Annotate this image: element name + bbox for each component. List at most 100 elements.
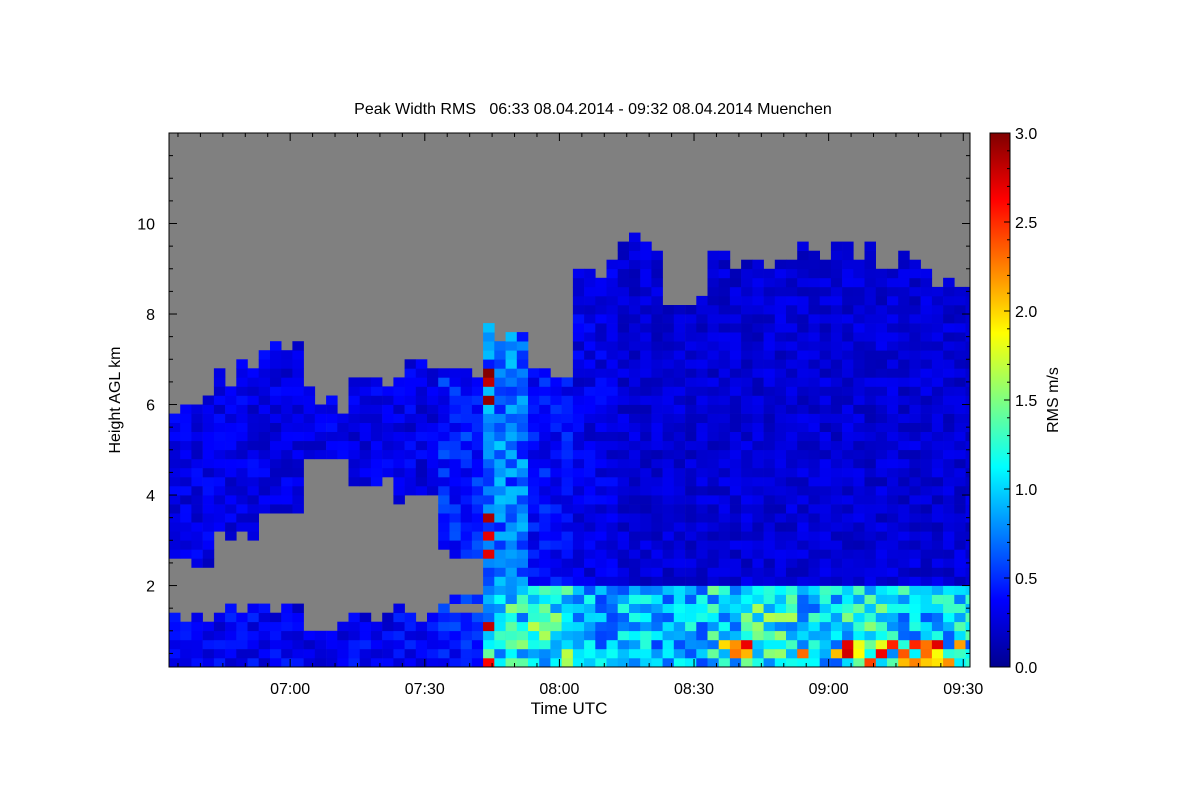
heatmap-cell [887,540,899,550]
heatmap-cell [797,467,809,478]
heatmap-cell [584,639,596,650]
heatmap-cell [651,522,663,532]
heatmap-cell [617,314,630,324]
heatmap-cell [673,648,686,659]
heatmap-cell [595,567,607,577]
heatmap-cell [943,639,955,650]
heatmap-cell [270,648,282,659]
heatmap-cell [629,440,641,451]
heatmap-cell [819,467,832,478]
plot-frame [168,132,971,668]
heatmap-cell [561,404,574,414]
heatmap-cell [808,648,820,659]
heatmap-cell [225,630,237,641]
heatmap-cell [875,431,888,442]
heatmap-cell [651,585,663,595]
heatmap-cell [853,603,865,613]
heatmap-cell [382,440,394,451]
heatmap-cell [303,449,316,460]
heatmap-cell [920,395,933,405]
heatmap-cell [483,350,495,360]
heatmap-cell [438,540,450,550]
heatmap-cell [595,377,607,387]
heatmap-cell [741,295,753,306]
heatmap-cell [438,513,450,523]
heatmap-cell [528,612,540,623]
heatmap-cell [640,386,652,396]
heatmap-cell [595,458,607,469]
heatmap-cell [651,341,663,351]
heatmap-cell [617,594,630,604]
heatmap-cell [247,449,259,460]
heatmap-cell [797,513,809,523]
heatmap-cell [225,458,237,469]
heatmap-cell [303,657,316,668]
heatmap-cell [572,368,585,378]
heatmap-cell [528,567,540,577]
heatmap-cell [247,630,259,641]
heatmap-cell [752,341,764,351]
heatmap-cell [774,585,787,595]
heatmap-cell [550,504,562,514]
heatmap-cell [438,621,450,632]
heatmap-cell [808,495,820,505]
heatmap-cell [842,567,854,577]
heatmap-cell [393,404,405,414]
heatmap-cell [270,467,282,478]
heatmap-cell [404,621,417,632]
heatmap-cell [449,458,461,469]
heatmap-cell [696,422,708,432]
heatmap-cell [292,413,304,423]
heatmap-cell [774,440,787,451]
heatmap-cell [236,630,248,641]
heatmap-cell [169,440,181,451]
heatmap-cell [561,603,574,613]
heatmap-cell [909,314,921,324]
heatmap-cell [718,332,731,342]
heatmap-cell [561,576,574,586]
heatmap-cell [797,621,809,632]
heatmap-cell [931,359,944,369]
heatmap-cell [382,612,394,623]
heatmap-cell [875,467,888,478]
heatmap-cell [449,594,461,604]
heatmap-cell [471,458,484,469]
heatmap-cell [909,603,921,613]
heatmap-cell [830,413,843,423]
heatmap-cell [572,277,585,288]
heatmap-cell [572,431,585,442]
heatmap-cell [898,268,910,279]
heatmap-cell [741,476,753,487]
heatmap-cell [931,549,944,559]
heatmap-cell [830,449,843,460]
heatmap-cell [326,657,338,668]
heatmap-cell [629,305,641,315]
heatmap-cell [887,386,899,396]
heatmap-cell [225,531,237,541]
heatmap-cell [584,295,596,306]
heatmap-cell [763,531,776,541]
heatmap-cell [292,504,304,514]
heatmap-cell [920,350,933,360]
heatmap-cell [830,531,843,541]
heatmap-cell [774,368,787,378]
heatmap-cell [909,458,921,469]
heatmap-cell [842,612,854,623]
heatmap-cell [741,277,753,288]
heatmap-cell [595,431,607,442]
heatmap-cell [707,576,719,586]
heatmap-cell [830,305,843,315]
heatmap-cell [270,476,282,487]
heatmap-cell [707,431,719,442]
heatmap-cell [460,594,473,604]
heatmap-cell [449,440,461,451]
heatmap-cell [842,431,854,442]
heatmap-cell [864,657,876,668]
heatmap-cell [875,504,888,514]
heatmap-cell [707,377,719,387]
heatmap-cell [853,431,865,442]
heatmap-cell [808,476,820,487]
heatmap-cell [786,612,798,623]
heatmap-cell [617,549,630,559]
heatmap-cell [617,341,630,351]
